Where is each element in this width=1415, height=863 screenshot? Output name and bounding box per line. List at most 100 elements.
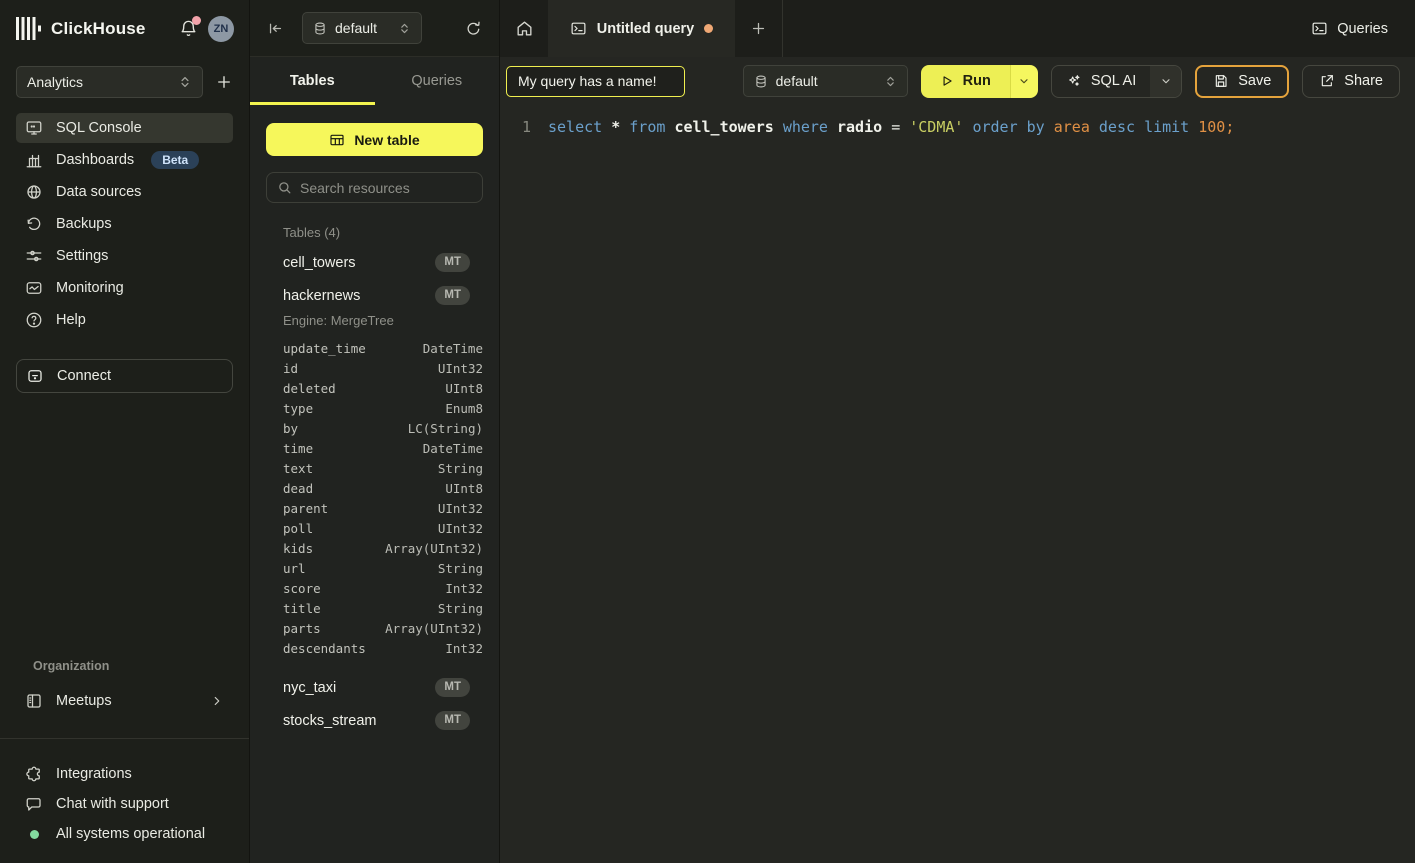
tab-title: Untitled query bbox=[596, 20, 695, 37]
sidebar-item-chat-support[interactable]: Chat with support bbox=[16, 789, 233, 819]
sidebar-footer: Integrations Chat with support All syste… bbox=[0, 739, 249, 863]
sidebar-item-backups[interactable]: Backups bbox=[16, 209, 233, 239]
chat-bubble-icon bbox=[25, 795, 43, 813]
column-type: UInt8 bbox=[445, 481, 483, 496]
search-box[interactable] bbox=[266, 172, 483, 203]
hackernews-columns: update_time DateTime id UInt32 deleted U… bbox=[266, 339, 483, 659]
query-name-input[interactable] bbox=[506, 65, 685, 97]
column-type: Enum8 bbox=[445, 401, 483, 416]
table-column: text String bbox=[266, 459, 483, 479]
column-type: UInt8 bbox=[445, 381, 483, 396]
new-table-button[interactable]: New table bbox=[266, 123, 483, 156]
table-name: nyc_taxi bbox=[283, 679, 337, 696]
table-row-stocks-stream[interactable]: stocks_stream MT bbox=[266, 704, 483, 737]
sidebar-item-sql-console[interactable]: SQL Console bbox=[16, 113, 233, 143]
run-split-button: Run bbox=[920, 64, 1038, 98]
toolbar-database-selected: default bbox=[775, 73, 818, 89]
table-row-nyc-taxi[interactable]: nyc_taxi MT bbox=[266, 671, 483, 704]
sidebar-item-meetups[interactable]: Meetups bbox=[16, 686, 233, 716]
run-button[interactable]: Run bbox=[920, 64, 1010, 98]
column-type: UInt32 bbox=[437, 361, 483, 376]
sql-ai-button[interactable]: SQL AI bbox=[1052, 66, 1150, 97]
sql-token: desc bbox=[1098, 118, 1145, 136]
sidebar-item-label: SQL Console bbox=[56, 120, 142, 136]
column-name: text bbox=[283, 461, 314, 476]
arrow-to-left-icon bbox=[269, 23, 282, 33]
column-type: String bbox=[437, 461, 483, 476]
search-input[interactable] bbox=[300, 179, 472, 196]
database-icon bbox=[756, 75, 766, 87]
sidebar-item-label: Help bbox=[56, 312, 86, 328]
new-table-label: New table bbox=[354, 131, 420, 148]
toolbar-actions: default Run bbox=[742, 64, 1400, 98]
table-column: type Enum8 bbox=[266, 399, 483, 419]
home-icon bbox=[516, 21, 532, 36]
sidebar-item-integrations[interactable]: Integrations bbox=[16, 759, 233, 789]
sidebar-item-label: Meetups bbox=[56, 693, 112, 709]
table-column: update_time DateTime bbox=[266, 339, 483, 359]
organization-heading: Organization bbox=[33, 659, 110, 673]
sidebar-item-label: Settings bbox=[56, 248, 109, 264]
sidebar-item-dashboards[interactable]: Dashboards Beta bbox=[16, 145, 233, 175]
column-name: title bbox=[283, 601, 321, 616]
connect-icon bbox=[26, 367, 44, 385]
home-button[interactable] bbox=[500, 0, 548, 57]
share-button[interactable]: Share bbox=[1302, 64, 1400, 98]
column-name: score bbox=[283, 581, 321, 596]
tab-queries[interactable]: Queries bbox=[411, 73, 463, 89]
system-status[interactable]: All systems operational bbox=[16, 819, 233, 849]
sql-code: select * from cell_towers where radio = … bbox=[548, 116, 1234, 138]
sql-token: select bbox=[548, 118, 612, 136]
share-icon bbox=[1322, 75, 1334, 87]
run-label: Run bbox=[962, 73, 991, 89]
table-name: stocks_stream bbox=[283, 712, 377, 729]
sidebar-item-label: Backups bbox=[56, 216, 112, 232]
tables-section-label: Tables (4) bbox=[283, 225, 341, 240]
sparkles-icon bbox=[1068, 75, 1080, 86]
chevron-up-down-icon bbox=[886, 76, 894, 86]
tab-untitled-query[interactable]: Untitled query bbox=[548, 0, 735, 57]
bell-icon bbox=[181, 20, 196, 37]
table-row-hackernews[interactable]: hackernews MT bbox=[266, 279, 483, 312]
table-column: by LC(String) bbox=[266, 419, 483, 439]
avatar[interactable]: ZN bbox=[208, 15, 234, 42]
column-type: LC(String) bbox=[407, 421, 483, 436]
table-column: parts Array(UInt32) bbox=[266, 619, 483, 639]
table-row-cell-towers[interactable]: cell_towers MT bbox=[266, 246, 483, 279]
sidebar-item-help[interactable]: Help bbox=[16, 305, 233, 335]
column-name: url bbox=[283, 561, 306, 576]
database-icon bbox=[315, 22, 325, 34]
collapse-panel-button[interactable] bbox=[267, 20, 284, 37]
brand-name: ClickHouse bbox=[51, 18, 146, 38]
database-select[interactable]: default bbox=[302, 12, 422, 44]
explorer-panel: default Tables Queries New table bbox=[250, 0, 500, 863]
sidebar-item-data-sources[interactable]: Data sources bbox=[16, 177, 233, 207]
toolbar-database-select[interactable]: default bbox=[742, 65, 908, 97]
clickhouse-logo[interactable]: ClickHouse bbox=[16, 17, 146, 40]
sql-ai-label: SQL AI bbox=[1090, 73, 1137, 89]
refresh-button[interactable] bbox=[465, 20, 482, 37]
sql-editor[interactable]: 1 select * from cell_towers where radio … bbox=[500, 105, 1415, 863]
queries-button[interactable]: Queries bbox=[1284, 0, 1415, 57]
save-button[interactable]: Save bbox=[1195, 64, 1290, 98]
workspace-select[interactable]: Analytics bbox=[16, 66, 203, 98]
column-type: DateTime bbox=[422, 341, 483, 356]
connect-button[interactable]: Connect bbox=[16, 359, 233, 393]
sql-token: by bbox=[1026, 118, 1054, 136]
globe-icon bbox=[25, 183, 43, 201]
run-options-button[interactable] bbox=[1009, 64, 1038, 98]
notifications-button[interactable] bbox=[179, 16, 201, 38]
sidebar-item-settings[interactable]: Settings bbox=[16, 241, 233, 271]
sql-ai-options-button[interactable] bbox=[1150, 65, 1182, 97]
tab-tables[interactable]: Tables bbox=[289, 73, 335, 89]
new-query-tab-button[interactable] bbox=[735, 0, 783, 57]
sql-token: 100; bbox=[1198, 118, 1235, 136]
footer-item-label: Chat with support bbox=[56, 796, 169, 812]
sidebar-item-monitoring[interactable]: Monitoring bbox=[16, 273, 233, 303]
terminal-icon bbox=[1312, 22, 1327, 35]
column-name: kids bbox=[283, 541, 314, 556]
building-icon bbox=[25, 692, 43, 710]
add-workspace-button[interactable] bbox=[215, 73, 233, 91]
database-selected: default bbox=[335, 20, 378, 36]
